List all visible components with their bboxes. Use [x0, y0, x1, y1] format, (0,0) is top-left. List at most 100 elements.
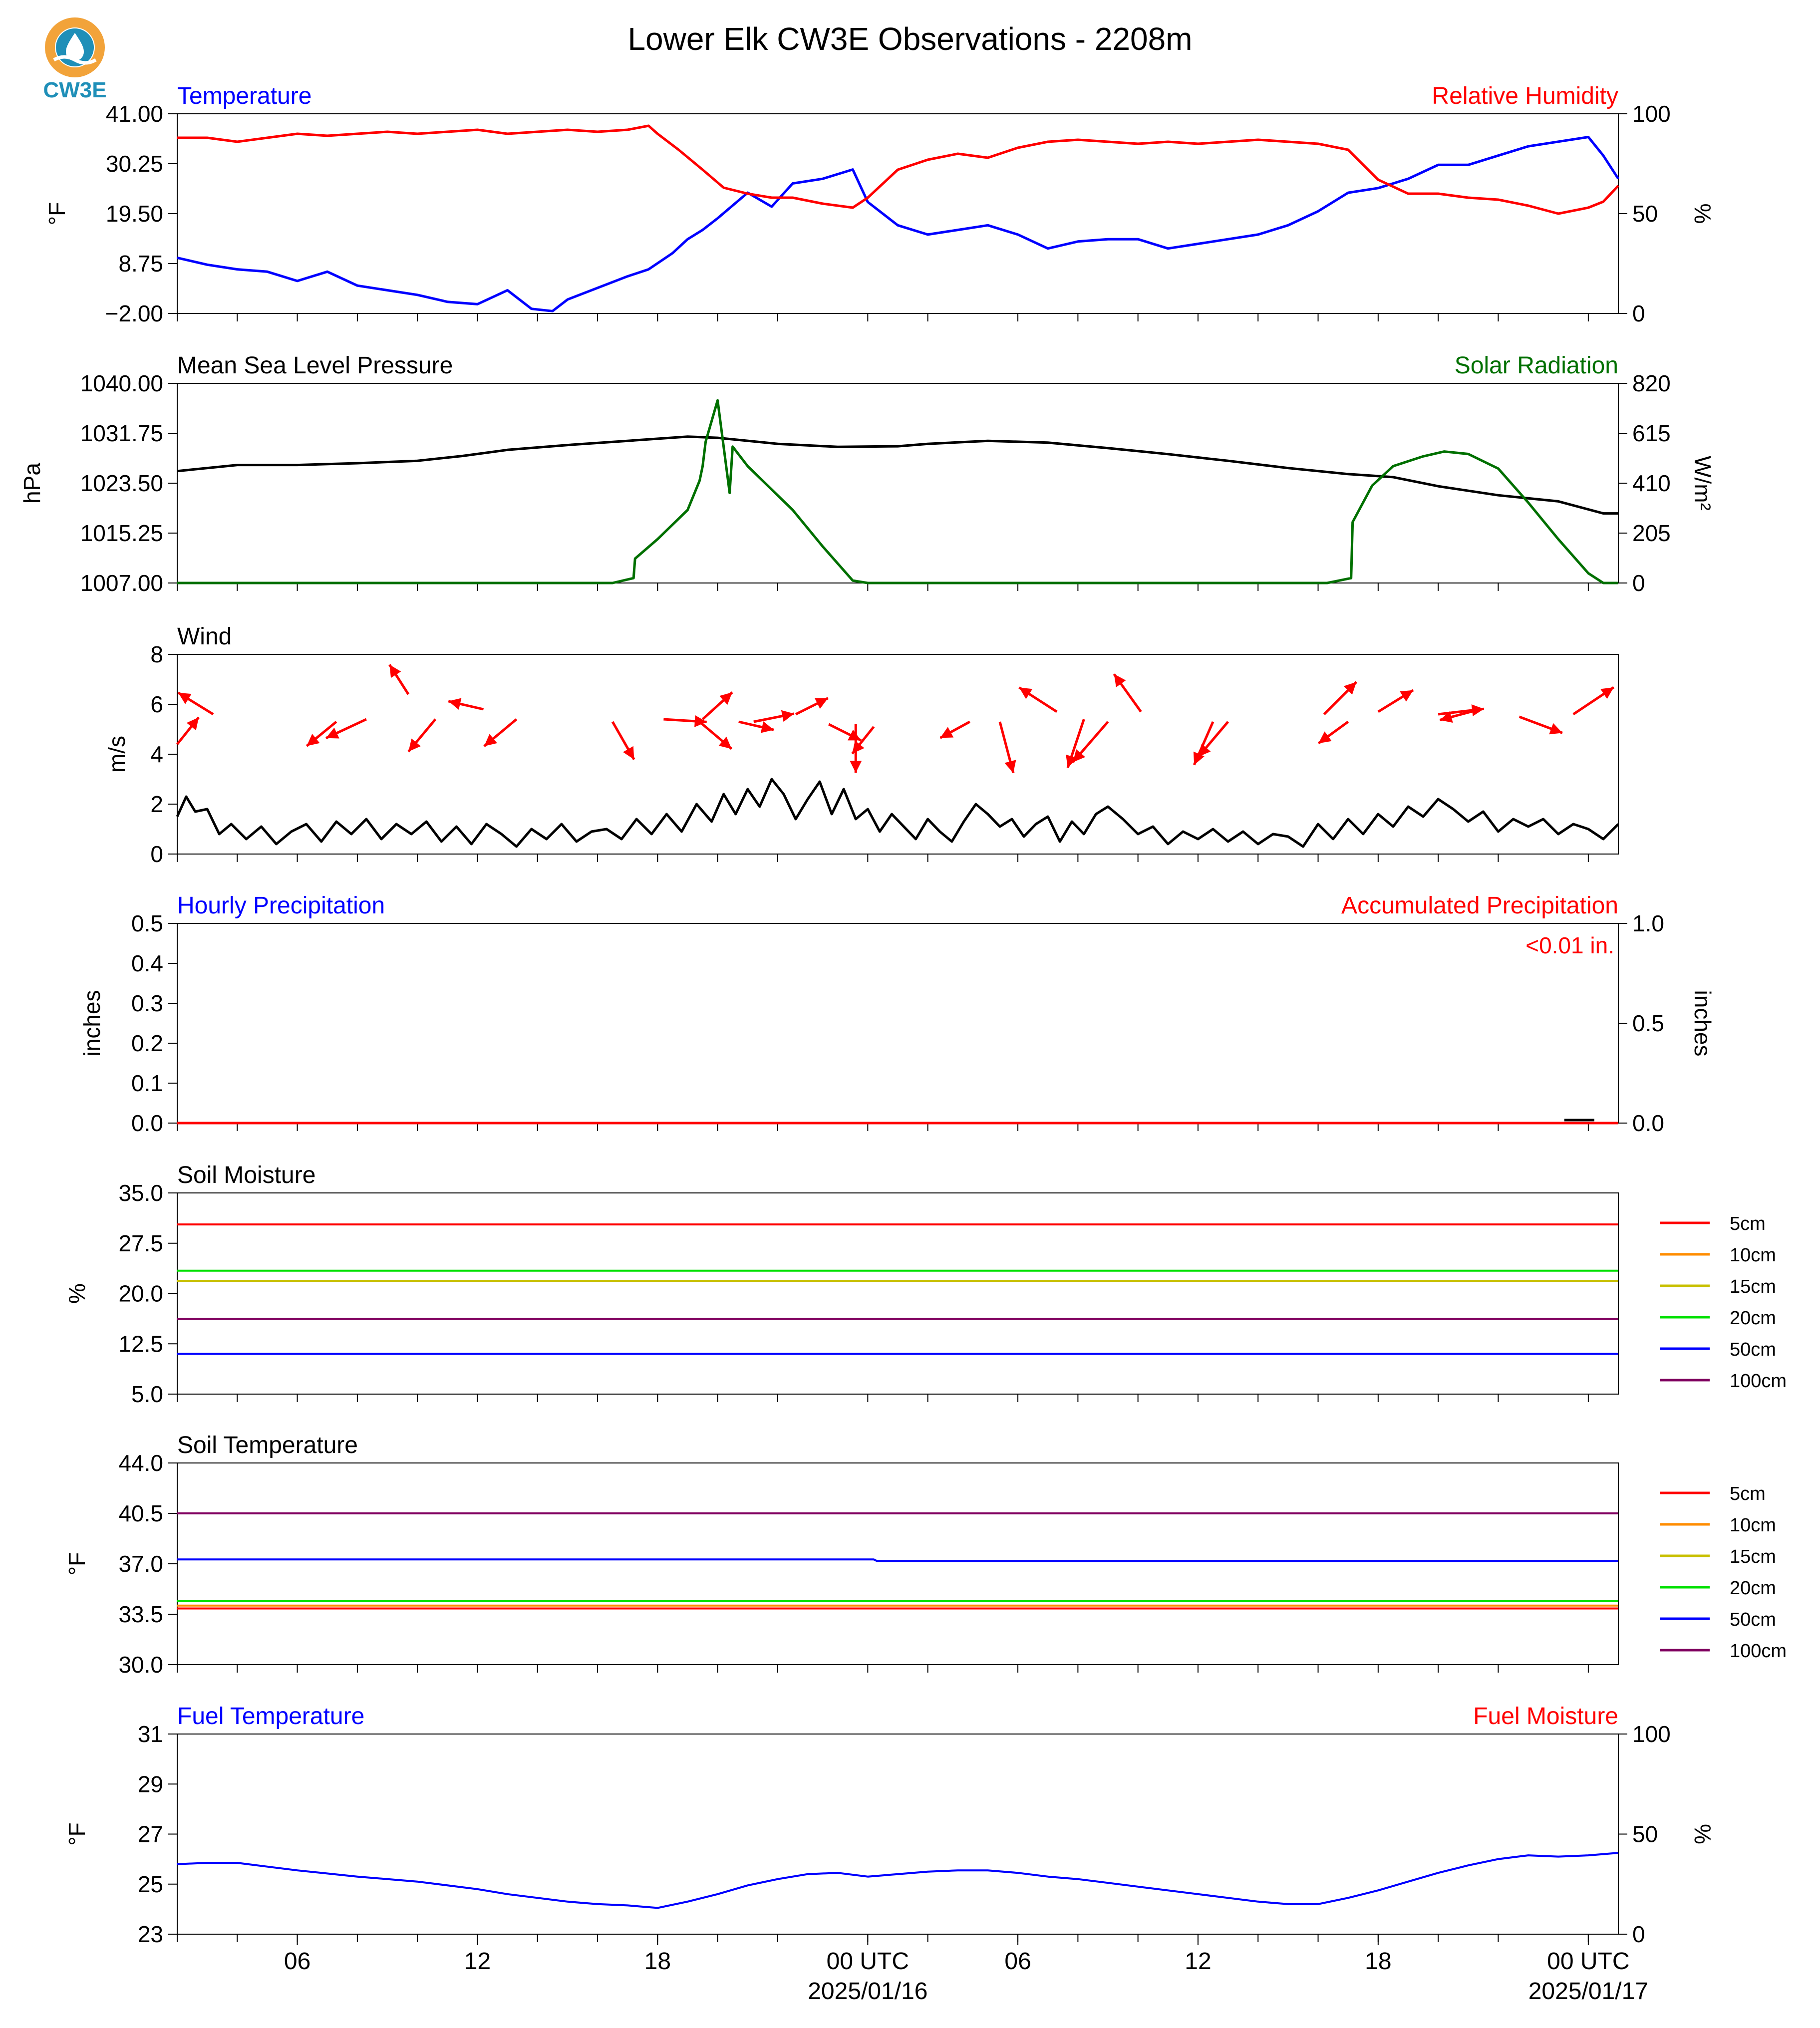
- y-tick-label-right: 0: [1632, 1921, 1645, 1947]
- wind-arrow-head: [622, 746, 634, 760]
- legend-label: 20cm: [1730, 1578, 1776, 1599]
- wind-arrow: [1113, 673, 1142, 713]
- y-axis-label-right: inches: [1690, 990, 1716, 1057]
- y-tick-label-right: 0.5: [1632, 1010, 1664, 1036]
- y-axis-label-left: hPa: [19, 463, 45, 504]
- plot-frame: [177, 923, 1619, 1124]
- legend-label: 100cm: [1730, 1371, 1787, 1392]
- series-relative-humidity: [177, 124, 1619, 215]
- wind-arrow-head: [1198, 744, 1211, 757]
- wind-arrow-head: [178, 692, 192, 704]
- legend-entry-15cm: 15cm: [1660, 1276, 1776, 1297]
- y-tick-label-left: 0: [150, 841, 163, 867]
- y-tick-label-left: 35.0: [118, 1180, 163, 1206]
- wind-arrow-head: [325, 727, 339, 739]
- panel-mean-sea-level-pressure: Mean Sea Level Pressure Solar Radiation 10…: [19, 352, 1716, 596]
- panels: Temperature Relative Humidity −2.00 8.75 19.…: [19, 83, 1787, 2005]
- y-tick-label-left: −2.00: [105, 300, 163, 326]
- wind-arrow: [1518, 715, 1563, 735]
- wind-arrow: [407, 718, 437, 753]
- panel-title-left: Soil Temperature: [177, 1432, 358, 1458]
- wind-arrow: [1572, 686, 1615, 716]
- wind-arrow: [325, 718, 367, 740]
- wind-arrow: [753, 710, 795, 723]
- x-tick-date-label: 2025/01/16: [808, 1978, 927, 2005]
- legend-label: 50cm: [1730, 1609, 1776, 1630]
- wind-arrow: [1193, 721, 1214, 766]
- y-axis-label-right: W/m²: [1690, 456, 1716, 511]
- wave-icon: [53, 55, 97, 65]
- y-tick-label-left: 1015.25: [80, 520, 163, 546]
- x-tick-label: 06: [284, 1948, 310, 1975]
- panel-title-left: Temperature: [177, 83, 311, 109]
- legend-entry-50cm: 50cm: [1660, 1609, 1776, 1630]
- legend-entry-50cm: 50cm: [1660, 1339, 1776, 1360]
- wind-arrow-head: [719, 692, 732, 705]
- y-tick-label-right: 1.0: [1632, 910, 1664, 936]
- y-tick-label-left: 2: [150, 791, 163, 817]
- wind-arrow: [1323, 681, 1358, 715]
- wind-arrow-head: [186, 717, 199, 731]
- wind-arrow: [177, 691, 214, 716]
- y-tick-label-left: 27: [138, 1821, 163, 1847]
- legend-entry-100cm: 100cm: [1660, 1371, 1787, 1392]
- panel-temperature: Temperature Relative Humidity −2.00 8.75 19.…: [44, 83, 1716, 326]
- wind-arrow-head: [1114, 674, 1126, 687]
- y-tick-label-left: 27.5: [118, 1230, 163, 1256]
- y-tick-label-left: 23: [138, 1921, 163, 1947]
- wind-arrow-head: [814, 698, 828, 709]
- y-tick-label-right: 50: [1632, 201, 1658, 227]
- cw3e-logo: CW3E: [43, 17, 107, 102]
- series-mean-sea-level-pressure: [177, 435, 1618, 515]
- wind-arrow-head: [1193, 751, 1205, 765]
- legend-entry-100cm: 100cm: [1660, 1641, 1787, 1662]
- wind-arrow-head: [306, 734, 320, 746]
- wind-arrow-head: [718, 736, 732, 749]
- legend-label: 10cm: [1730, 1515, 1776, 1536]
- wind-arrow: [611, 721, 635, 760]
- y-tick-label-right: 100: [1632, 1721, 1671, 1747]
- y-axis-label-right: %: [1690, 204, 1716, 224]
- legend-entry-10cm: 10cm: [1660, 1515, 1776, 1536]
- y-axis-label-left: m/s: [104, 736, 130, 773]
- y-tick-label-left: 0.3: [131, 990, 163, 1016]
- plot-frame: [177, 113, 1619, 314]
- y-tick-label-right: 0: [1632, 300, 1645, 326]
- wind-arrow-head: [448, 698, 462, 710]
- wind-arrow: [305, 721, 337, 747]
- panel-fuel-temperature: Fuel Temperature Fuel Moisture 23 25 27 29 31 0…: [64, 1703, 1716, 1947]
- legend-entry-20cm: 20cm: [1660, 1578, 1776, 1599]
- wind-arrow: [1439, 708, 1481, 723]
- y-tick-label-left: 19.50: [106, 201, 163, 227]
- plot-frame: [177, 654, 1619, 855]
- panel-title-left: Wind: [177, 623, 232, 650]
- wind-arrow-head: [1004, 760, 1016, 773]
- legend-label: 5cm: [1730, 1483, 1766, 1504]
- y-tick-label-left: 1023.50: [80, 470, 163, 496]
- y-tick-label-left: 40.5: [118, 1500, 163, 1526]
- wind-arrow: [1377, 689, 1414, 713]
- wind-arrow-head: [940, 727, 954, 738]
- wind-arrow-head: [1549, 723, 1562, 735]
- series-solar-radiation: [177, 399, 1618, 584]
- panel-soil-temperature: Soil Temperature 30.0 33.5 37.0 40.5 44.0 °F 5c…: [64, 1432, 1787, 1678]
- legend-entry-5cm: 5cm: [1660, 1483, 1766, 1504]
- x-tick-label: 00 UTC: [1547, 1948, 1629, 1975]
- y-tick-label-left: 31: [138, 1721, 163, 1747]
- x-tick-label: 18: [644, 1948, 671, 1975]
- y-tick-label-left: 0.1: [131, 1070, 163, 1096]
- y-tick-label-left: 44.0: [118, 1450, 163, 1476]
- wind-arrow-head: [1400, 690, 1414, 702]
- x-tick-label: 00 UTC: [827, 1948, 909, 1975]
- plot-frame: [177, 1192, 1619, 1395]
- legend-label: 15cm: [1730, 1546, 1776, 1567]
- y-tick-label-left: 30.25: [106, 151, 163, 177]
- plot-frame: [177, 1462, 1619, 1665]
- y-axis-label-left: °F: [64, 1552, 90, 1576]
- wind-arrow-head: [848, 729, 861, 741]
- wind-arrow: [448, 698, 484, 711]
- legend-label: 50cm: [1730, 1339, 1776, 1360]
- panel-hourly-precipitation: Hourly Precipitation Accumulated Precipit…: [79, 892, 1716, 1136]
- x-tick-label: 12: [464, 1948, 491, 1975]
- y-tick-label-right: 50: [1632, 1821, 1658, 1847]
